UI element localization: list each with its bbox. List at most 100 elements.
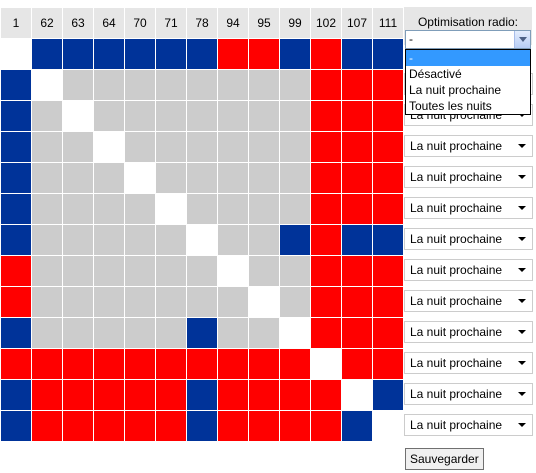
matrix-cell — [32, 318, 62, 348]
select-value: La nuit prochaine — [410, 294, 503, 308]
matrix-cell — [94, 39, 124, 69]
matrix-cell — [373, 318, 403, 348]
chevron-down-icon[interactable] — [518, 144, 526, 148]
chevron-down-icon[interactable] — [518, 423, 526, 427]
matrix-cell — [280, 411, 310, 441]
chevron-down-icon[interactable] — [518, 268, 526, 272]
select-value: La nuit prochaine — [410, 325, 503, 339]
matrix-cell — [63, 132, 93, 162]
radio-optimisation-select[interactable]: La nuit prochaine — [404, 197, 533, 219]
matrix-cell — [63, 256, 93, 286]
matrix-cell — [156, 39, 186, 69]
dropdown-option[interactable]: - — [406, 50, 530, 66]
matrix-cell — [342, 225, 372, 255]
matrix-cell — [1, 132, 31, 162]
chevron-down-icon[interactable] — [518, 392, 526, 396]
matrix-cell — [218, 380, 248, 410]
matrix-cell — [63, 411, 93, 441]
matrix-cell — [249, 318, 279, 348]
matrix-cell — [1, 256, 31, 286]
matrix-row — [1, 194, 403, 224]
matrix-cell — [373, 349, 403, 379]
matrix-cell — [218, 163, 248, 193]
matrix-cell — [32, 256, 62, 286]
column-header: 1 — [1, 8, 31, 38]
matrix-cell — [311, 70, 341, 100]
matrix-cell — [125, 411, 155, 441]
matrix-row — [1, 101, 403, 131]
dropdown-option[interactable]: Désactivé — [409, 67, 462, 81]
matrix-cell — [187, 318, 217, 348]
matrix-cell — [280, 132, 310, 162]
matrix-cell — [187, 225, 217, 255]
matrix-cell — [373, 256, 403, 286]
matrix-row — [1, 132, 403, 162]
dropdown-option[interactable]: La nuit prochaine — [409, 83, 502, 97]
matrix-row — [1, 39, 403, 69]
chevron-down-icon[interactable] — [518, 361, 526, 365]
matrix-cell — [249, 163, 279, 193]
matrix-cell — [249, 132, 279, 162]
matrix-cell — [218, 287, 248, 317]
radio-optimisation-select[interactable]: La nuit prochaine — [404, 383, 533, 405]
matrix-cell — [373, 194, 403, 224]
radio-optimisation-select[interactable]: La nuit prochaine — [404, 321, 533, 343]
matrix-cell — [156, 411, 186, 441]
matrix-cell — [218, 411, 248, 441]
matrix-cell — [63, 70, 93, 100]
chevron-down-icon[interactable] — [518, 237, 526, 241]
matrix-cell — [63, 225, 93, 255]
radio-optimisation-select[interactable]: La nuit prochaine — [404, 166, 533, 188]
matrix-cell — [94, 101, 124, 131]
matrix-cell — [32, 163, 62, 193]
matrix-cell — [63, 349, 93, 379]
radio-optimisation-select[interactable]: La nuit prochaine — [404, 414, 533, 436]
matrix-cell — [94, 411, 124, 441]
matrix-cell — [187, 349, 217, 379]
matrix-cell — [94, 70, 124, 100]
chevron-down-icon[interactable] — [518, 206, 526, 210]
matrix-cell — [94, 132, 124, 162]
matrix-cell — [63, 318, 93, 348]
matrix-cell — [125, 318, 155, 348]
matrix-cell — [249, 225, 279, 255]
matrix-cell — [1, 411, 31, 441]
matrix-cell — [32, 380, 62, 410]
dropdown-option[interactable]: Toutes les nuits — [409, 99, 492, 113]
select-value: La nuit prochaine — [410, 170, 503, 184]
matrix-cell — [342, 101, 372, 131]
radio-optimisation-select[interactable]: La nuit prochaine — [404, 290, 533, 312]
matrix-cell — [218, 256, 248, 286]
column-header: 94 — [218, 8, 248, 38]
matrix-cell — [1, 70, 31, 100]
matrix-cell — [32, 225, 62, 255]
radio-optimisation-select[interactable]: La nuit prochaine — [404, 135, 533, 157]
chevron-down-icon[interactable] — [514, 31, 530, 48]
matrix-cell — [94, 163, 124, 193]
chevron-down-icon[interactable] — [518, 299, 526, 303]
matrix-cell — [156, 101, 186, 131]
matrix-cell — [311, 163, 341, 193]
matrix-cell — [280, 318, 310, 348]
matrix-cell — [187, 163, 217, 193]
select-value: La nuit prochaine — [410, 263, 503, 277]
matrix-cell — [280, 380, 310, 410]
column-header: 62 — [32, 8, 62, 38]
radio-optimisation-select[interactable]: La nuit prochaine — [404, 228, 533, 250]
matrix-cell — [187, 287, 217, 317]
matrix-row — [1, 349, 403, 379]
chevron-down-icon[interactable] — [518, 175, 526, 179]
chevron-down-icon[interactable] — [518, 330, 526, 334]
matrix-cell — [218, 132, 248, 162]
radio-optimisation-select[interactable]: La nuit prochaine — [404, 352, 533, 374]
radio-optimisation-select[interactable]: La nuit prochaine — [404, 259, 533, 281]
save-button[interactable]: Sauvegarder — [405, 448, 484, 470]
column-header: 63 — [63, 8, 93, 38]
chevron-down-icon[interactable] — [518, 113, 526, 117]
matrix-cell — [373, 411, 403, 441]
radio-optimisation-select-open[interactable]: - — [405, 30, 531, 49]
matrix-cell — [1, 225, 31, 255]
matrix-cell — [373, 287, 403, 317]
matrix-cell — [280, 163, 310, 193]
matrix-cell — [63, 380, 93, 410]
